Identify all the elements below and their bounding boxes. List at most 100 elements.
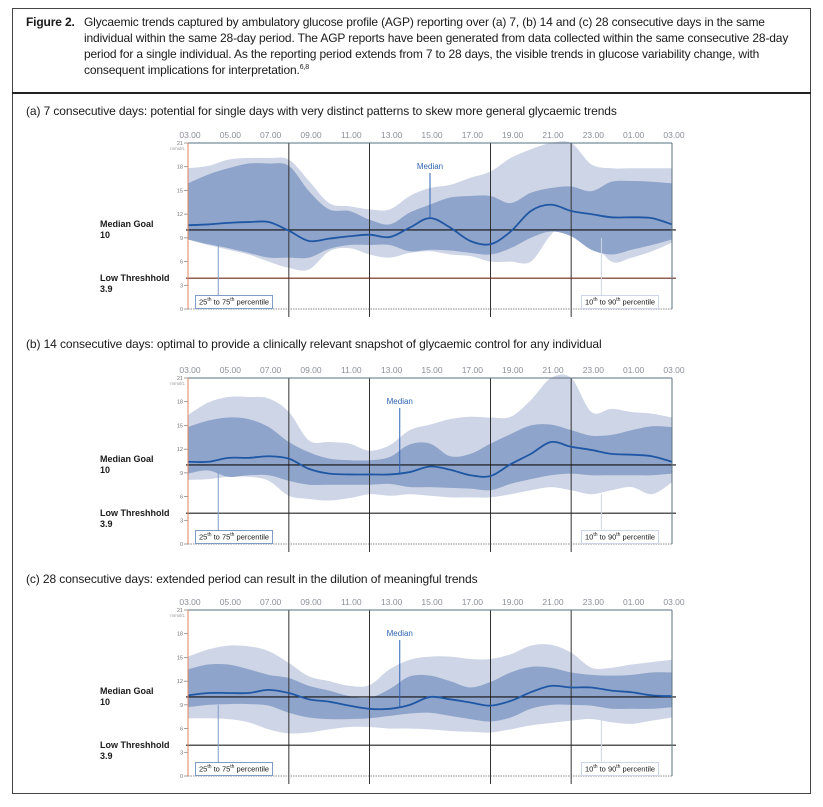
x-tick-label: 13.00 bbox=[381, 365, 403, 375]
y-tick-label: 18 bbox=[177, 165, 183, 171]
y-unit-label: mmol/L bbox=[170, 613, 185, 618]
median-goal-label: Median Goal 10 bbox=[100, 219, 154, 241]
legend-sup: th bbox=[207, 297, 212, 303]
x-tick-label: 03.00 bbox=[179, 365, 201, 375]
x-tick-label: 23.00 bbox=[583, 365, 605, 375]
x-tick-label: 13.00 bbox=[381, 597, 403, 607]
y-tick-label: 18 bbox=[177, 632, 183, 638]
median-goal-label: Median Goal 10 bbox=[100, 454, 154, 476]
legend-sup: th bbox=[593, 532, 598, 538]
low-threshold-label: Low Threshhold 3.9 bbox=[100, 740, 170, 762]
legend-text: 10 bbox=[585, 532, 594, 542]
x-tick-label: 21.00 bbox=[542, 130, 564, 140]
x-tick-label: 05.00 bbox=[220, 365, 242, 375]
legend-sup: th bbox=[207, 532, 212, 538]
legend-sup: th bbox=[207, 764, 212, 770]
y-tick-label: 6 bbox=[180, 260, 183, 266]
x-tick-label: 07.00 bbox=[260, 597, 282, 607]
legend-sup: th bbox=[230, 764, 235, 770]
legend-sup: th bbox=[593, 764, 598, 770]
legend-25-75-percentile: 25th to 75th percentile bbox=[195, 530, 274, 544]
y-tick-label: 9 bbox=[180, 236, 183, 242]
x-tick-label: 19.00 bbox=[502, 130, 524, 140]
x-tick-label: 15.00 bbox=[421, 130, 443, 140]
figure-caption: Figure 2. Glycaemic trends captured by a… bbox=[26, 14, 806, 78]
reference-line-value: 10 bbox=[100, 696, 111, 707]
panel-title: (b) 14 consecutive days: optimal to prov… bbox=[26, 337, 602, 351]
x-tick-label: 09.00 bbox=[300, 130, 322, 140]
median-goal-label: Median Goal 10 bbox=[100, 686, 154, 708]
x-tick-label: 05.00 bbox=[220, 130, 242, 140]
legend-text: percentile bbox=[234, 532, 270, 542]
x-tick-label: 23.00 bbox=[583, 130, 605, 140]
x-tick-label: 15.00 bbox=[421, 365, 443, 375]
legend-text: percentile bbox=[234, 764, 270, 774]
y-tick-label: 21 bbox=[177, 376, 183, 382]
reference-line-name: Low Threshhold bbox=[100, 273, 170, 284]
y-unit-label: mmol/L bbox=[170, 146, 185, 151]
y-tick-label: 0 bbox=[180, 542, 183, 548]
y-tick-label: 6 bbox=[180, 495, 183, 501]
x-tick-label: 07.00 bbox=[260, 130, 282, 140]
median-callout-label: Median bbox=[387, 629, 413, 638]
x-tick-label: 05.00 bbox=[220, 597, 242, 607]
x-tick-label: 17.00 bbox=[462, 597, 484, 607]
y-tick-label: 3 bbox=[180, 750, 183, 756]
caption-divider bbox=[12, 92, 811, 94]
median-line bbox=[187, 440, 673, 478]
x-tick-label: 15.00 bbox=[421, 597, 443, 607]
low-threshold-label: Low Threshhold 3.9 bbox=[100, 273, 170, 295]
x-tick-label: 11.00 bbox=[341, 365, 362, 375]
x-tick-label: 07.00 bbox=[260, 365, 282, 375]
y-tick-label: 15 bbox=[177, 188, 183, 194]
x-tick-label: 21.00 bbox=[542, 365, 564, 375]
y-tick-label: 6 bbox=[180, 727, 183, 733]
legend-sup: th bbox=[230, 297, 235, 303]
y-tick-label: 3 bbox=[180, 518, 183, 524]
x-tick-label: 03.00 bbox=[663, 597, 685, 607]
band-25-75-percentile bbox=[188, 417, 672, 491]
y-tick-label: 9 bbox=[180, 703, 183, 709]
reference-line-name: Median Goal bbox=[100, 453, 154, 464]
reference-line-value: 10 bbox=[100, 464, 111, 475]
agp-chart: 03.00 05.00 07.00 09.00 11.00 13.00 15.00 17.00… bbox=[170, 597, 685, 784]
legend-text: 10 bbox=[585, 764, 594, 774]
legend-sup: th bbox=[616, 532, 621, 538]
legend-10-90-percentile: 10th to 90th percentile bbox=[581, 762, 660, 776]
x-tick-label: 01.00 bbox=[623, 365, 645, 375]
caption-text: Glycaemic trends captured by ambulatory … bbox=[84, 14, 806, 78]
x-tick-label: 21.00 bbox=[542, 597, 564, 607]
legend-text: to 90 bbox=[597, 297, 617, 307]
panel-title: (a) 7 consecutive days: potential for si… bbox=[26, 104, 617, 118]
x-tick-label: 03.00 bbox=[179, 597, 201, 607]
legend-10-90-percentile: 10th to 90th percentile bbox=[581, 530, 660, 544]
x-tick-label: 23.00 bbox=[583, 597, 605, 607]
y-tick-label: 0 bbox=[180, 307, 183, 313]
legend-text: percentile bbox=[234, 297, 270, 307]
x-tick-label: 17.00 bbox=[462, 365, 484, 375]
figure-frame bbox=[12, 8, 811, 794]
y-unit-label: mmol/L bbox=[170, 381, 185, 386]
legend-sup: th bbox=[616, 764, 621, 770]
low-threshold-label: Low Threshhold 3.9 bbox=[100, 508, 170, 530]
panel-title: (c) 28 consecutive days: extended period… bbox=[26, 572, 478, 586]
y-tick-label: 18 bbox=[177, 400, 183, 406]
legend-10-90-percentile: 10th to 90th percentile bbox=[581, 295, 660, 309]
legend-text: percentile bbox=[620, 532, 656, 542]
caption-refs: 6,8 bbox=[299, 64, 309, 71]
y-tick-label: 15 bbox=[177, 655, 183, 661]
reference-line-value: 3.9 bbox=[100, 751, 113, 762]
x-tick-label: 13.00 bbox=[381, 130, 403, 140]
y-tick-label: 12 bbox=[177, 447, 183, 453]
legend-text: 10 bbox=[585, 297, 594, 307]
x-tick-label: 19.00 bbox=[502, 597, 524, 607]
band-25-75-percentile bbox=[188, 663, 672, 722]
x-tick-label: 17.00 bbox=[462, 130, 484, 140]
legend-text: percentile bbox=[620, 764, 656, 774]
reference-line-name: Low Threshhold bbox=[100, 508, 170, 519]
legend-text: 25 bbox=[199, 764, 208, 774]
x-tick-label: 03.00 bbox=[663, 365, 685, 375]
y-tick-label: 21 bbox=[177, 608, 183, 614]
y-tick-label: 9 bbox=[180, 471, 183, 477]
reference-line-name: Median Goal bbox=[100, 218, 154, 229]
